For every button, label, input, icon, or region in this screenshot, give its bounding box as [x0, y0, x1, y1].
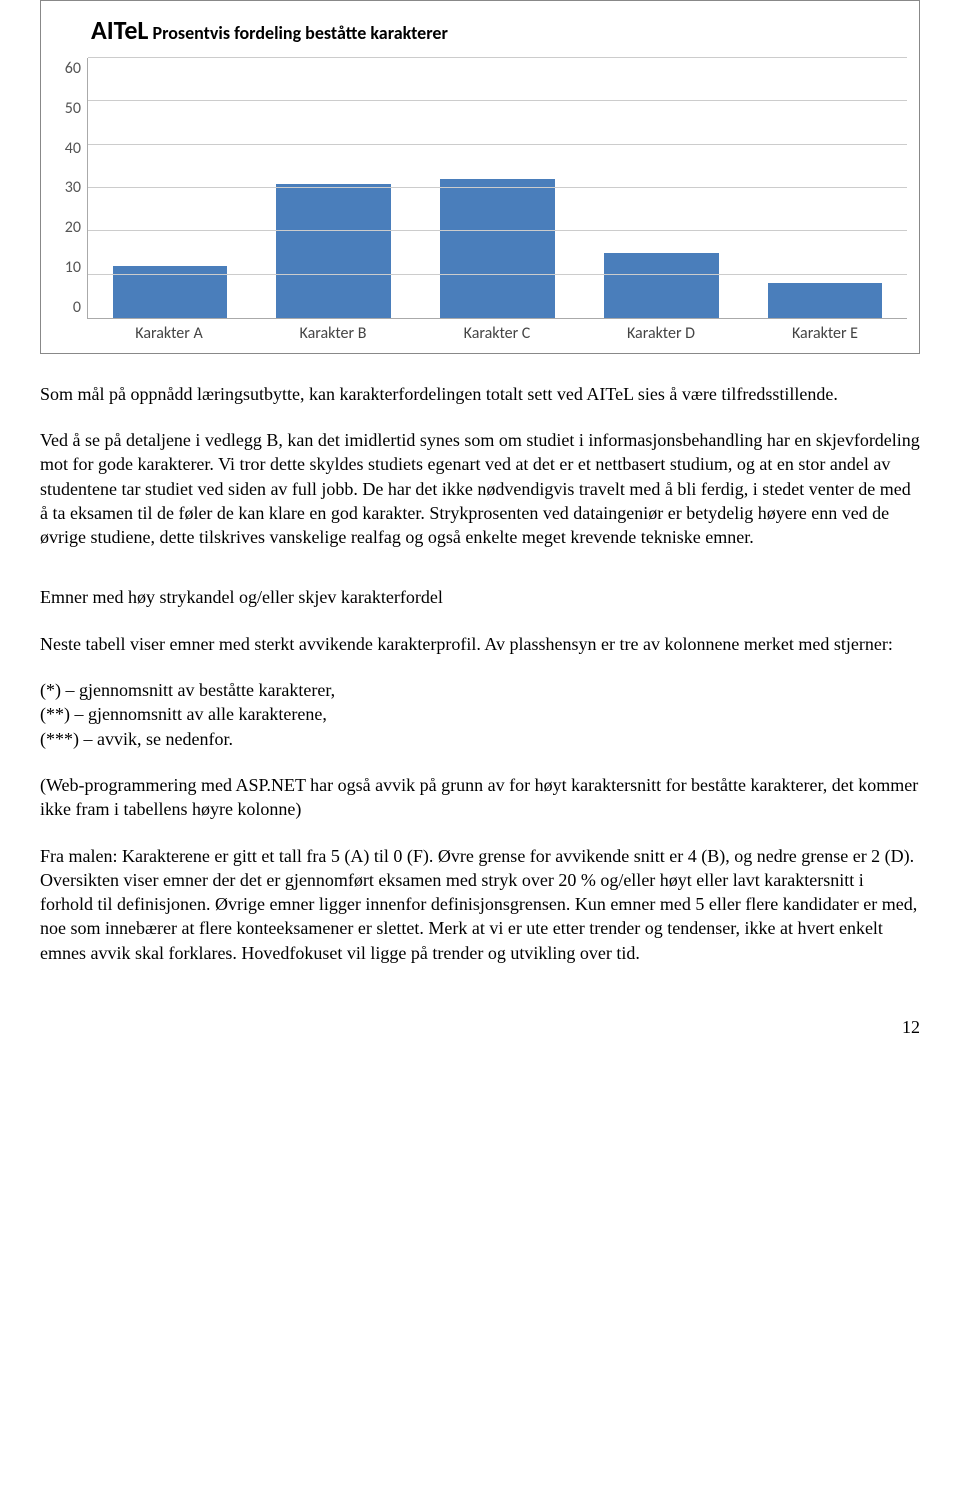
legend-line: (*) – gjennomsnitt av beståtte karaktere…: [40, 678, 920, 702]
y-tick-label: 20: [53, 217, 81, 239]
gridline: [88, 230, 907, 231]
legend-line: (**) – gjennomsnitt av alle karakterene,: [40, 702, 920, 726]
body-paragraph: Fra malen: Karakterene er gitt et tall f…: [40, 844, 920, 965]
gridline: [88, 100, 907, 101]
x-tick-label: Karakter A: [112, 323, 227, 345]
gridline: [88, 187, 907, 188]
body-paragraph: (Web-programmering med ASP.NET har også …: [40, 773, 920, 822]
gridline: [88, 57, 907, 58]
section-heading: Emner med høy strykandel og/eller skjev …: [40, 585, 920, 609]
body-paragraph: Som mål på oppnådd læringsutbytte, kan k…: [40, 382, 920, 406]
y-tick-label: 50: [53, 98, 81, 120]
column-legend: (*) – gjennomsnitt av beståtte karaktere…: [40, 678, 920, 751]
y-tick-label: 40: [53, 138, 81, 160]
chart-plot-area: 60 50 40 30 20 10 0: [53, 58, 907, 319]
gridline: [88, 274, 907, 275]
gridline: [88, 144, 907, 145]
y-tick-label: 10: [53, 257, 81, 279]
chart-y-axis: 60 50 40 30 20 10 0: [53, 58, 87, 318]
grade-distribution-chart: AITeL Prosentvis fordeling beståtte kara…: [40, 0, 920, 354]
chart-bar: [276, 184, 391, 318]
legend-line: (***) – avvik, se nedenfor.: [40, 727, 920, 751]
body-paragraph: Neste tabell viser emner med sterkt avvi…: [40, 632, 920, 656]
chart-bars: [88, 58, 907, 318]
chart-bar: [768, 283, 883, 318]
y-tick-label: 0: [53, 297, 81, 319]
chart-bar: [440, 179, 555, 318]
page-number: 12: [40, 1015, 920, 1039]
chart-x-axis: Karakter A Karakter B Karakter C Karakter D…: [87, 323, 907, 345]
chart-title: AITeL Prosentvis fordeling beståtte kara…: [91, 13, 907, 48]
chart-title-sub: Prosentvis fordeling beståtte karakterer: [152, 22, 447, 44]
x-tick-label: Karakter E: [768, 323, 883, 345]
body-paragraph: Ved å se på detaljene i vedlegg B, kan d…: [40, 428, 920, 549]
x-tick-label: Karakter B: [276, 323, 391, 345]
chart-title-main: AITeL: [91, 14, 148, 46]
chart-bar: [604, 253, 719, 318]
x-tick-label: Karakter C: [440, 323, 555, 345]
y-tick-label: 60: [53, 58, 81, 80]
chart-plot: [87, 58, 907, 319]
y-tick-label: 30: [53, 177, 81, 199]
x-tick-label: Karakter D: [604, 323, 719, 345]
